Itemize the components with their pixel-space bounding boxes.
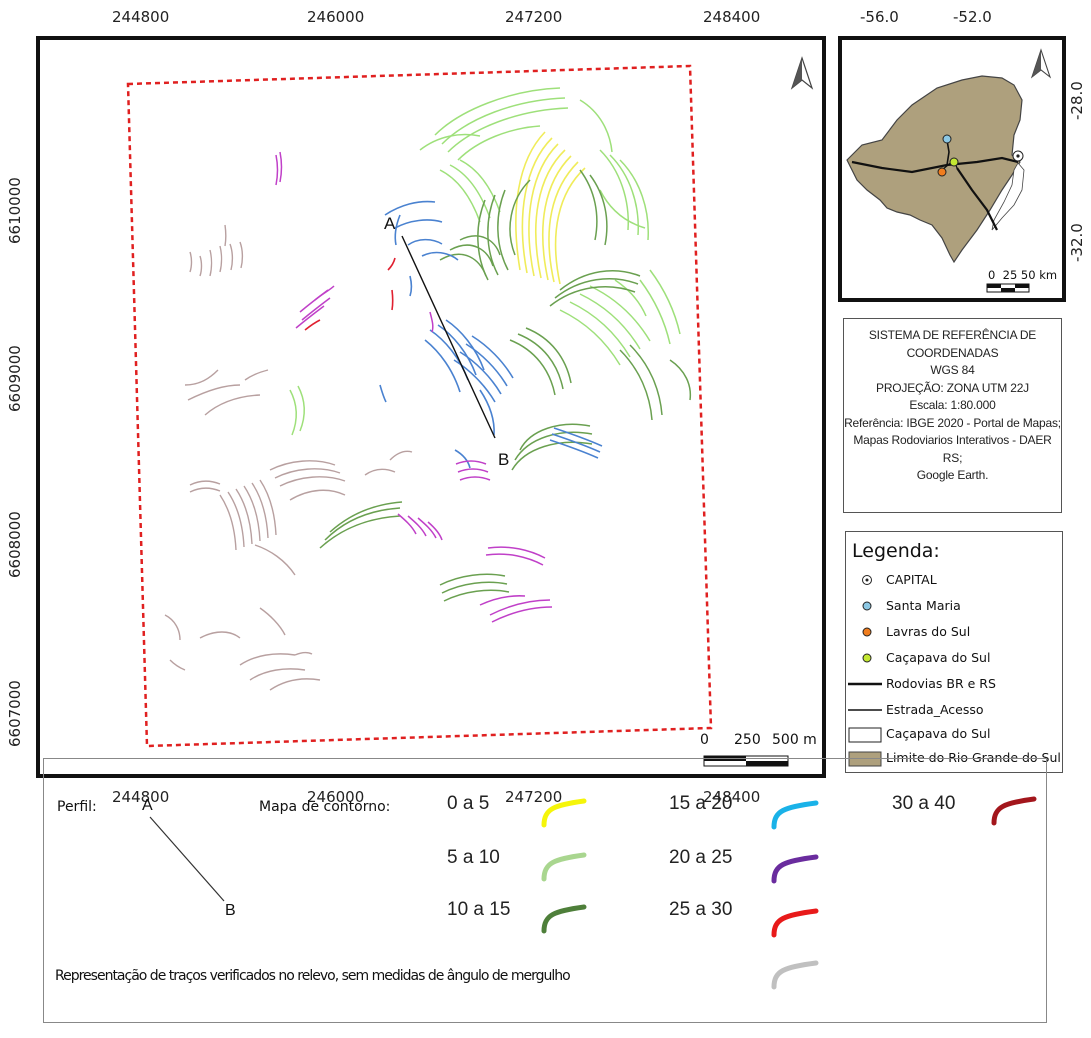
reference-line: COORDENADAS: [906, 345, 999, 360]
scale-label-250: 250: [734, 732, 761, 748]
legend-label: Caçapava do Sul: [886, 726, 991, 741]
fill-box-icon: [848, 751, 882, 767]
legend-label: Lavras do Sul: [886, 624, 971, 639]
swatch-15-20: [771, 800, 819, 830]
yellow-traces: [515, 131, 586, 285]
brown-traces: [164, 224, 413, 691]
state-outline: [846, 75, 1023, 264]
profile-line-symbol: [149, 816, 225, 902]
x-tick-bottom-4: 248400: [703, 788, 761, 806]
reference-line: Escala: 1:80.000: [909, 398, 996, 412]
highway-south: [956, 167, 998, 231]
profile-label-a: A: [384, 214, 396, 233]
x-tick-top-2: 246000: [307, 8, 365, 26]
lagoa-dos-patos: [991, 162, 1025, 231]
contour-map-label: Mapa de contorno:: [259, 799, 391, 815]
y-tick-3: 6608000: [6, 511, 24, 578]
dark-green-traces: [319, 169, 692, 602]
range-label-5-10: 5 a 10: [447, 847, 500, 868]
y-tick-1: 6610000: [6, 177, 24, 244]
reference-line: SISTEMA DE REFERÊNCIA DE: [868, 328, 1037, 342]
swatch-20-25: [771, 854, 819, 884]
x-tick-bottom-2: 246000: [307, 788, 365, 806]
inset-x-tick-2: -52.0: [953, 8, 992, 26]
profile-line: [401, 235, 496, 439]
inset-scale-bar: [986, 283, 1030, 293]
cacapava-dot-icon: [862, 653, 872, 663]
inset-scale-label: 0 25 50 km: [988, 268, 1058, 282]
contour-legend-box: Perfil: A B Mapa de contorno: 0 a 5 5 a …: [43, 758, 1047, 1023]
scale-label-0: 0: [700, 732, 709, 748]
x-tick-top-4: 248400: [703, 8, 761, 26]
north-arrow-icon: [1030, 48, 1052, 79]
outline-box-icon: [848, 727, 882, 743]
scale-label-500: 500 m: [772, 732, 817, 748]
unmeasured-traces-label: Representação de traços verificados no r…: [55, 968, 571, 984]
inset-map-frame: 0 25 50 km: [838, 36, 1066, 302]
y-tick-2: 6609000: [6, 345, 24, 412]
perfil-label: Perfil:: [57, 799, 97, 815]
swatch-30-40: [991, 796, 1037, 826]
contour-swatches: [541, 796, 1037, 990]
x-tick-bottom-3: 247200: [505, 788, 563, 806]
reference-line: PROJEÇÃO: ZONA UTM 22J: [876, 380, 1029, 395]
inset-y-tick-1: -28.0: [1068, 81, 1086, 120]
inset-map-canvas: [846, 48, 1052, 293]
perfil-b-label: B: [225, 902, 236, 919]
santa-maria-dot-icon: [862, 601, 872, 611]
reference-line: Google Earth.: [916, 468, 989, 482]
perfil-a-label: A: [142, 797, 153, 814]
swatch-25-30: [771, 908, 819, 938]
thick-line-icon: [848, 682, 882, 686]
legend-title: Legenda:: [852, 540, 940, 562]
blue-traces: [379, 200, 603, 469]
swatch-0-5: [541, 798, 587, 828]
range-label-0-5: 0 a 5: [447, 793, 490, 814]
study-area-boundary: [126, 64, 713, 748]
legend-label: Estrada_Acesso: [886, 702, 984, 717]
santa-maria-marker: [942, 134, 952, 144]
legend-label: CAPITAL: [886, 572, 937, 587]
inset-x-tick-1: -56.0: [860, 8, 899, 26]
thin-line-icon: [848, 709, 882, 711]
swatch-5-10: [541, 852, 587, 882]
capital-icon: [862, 575, 872, 585]
lavras-marker: [937, 167, 947, 177]
reference-box: SISTEMA DE REFERÊNCIA DE COORDENADAS WGS…: [843, 318, 1062, 513]
profile-label-b: B: [498, 450, 510, 469]
light-green-traces: [289, 87, 681, 436]
x-tick-top-3: 247200: [505, 8, 563, 26]
x-tick-top-1: 244800: [112, 8, 170, 26]
magenta-traces: [275, 151, 553, 623]
reference-line: RS;: [942, 450, 963, 465]
reference-line: WGS 84: [930, 363, 975, 377]
highway-north: [946, 139, 950, 166]
swatch-unmeasured: [771, 960, 819, 990]
swatch-10-15: [541, 904, 587, 934]
reference-line: Referência: IBGE 2020 - Portal de Mapas;: [844, 415, 1061, 430]
range-label-25-30: 25 a 30: [669, 899, 733, 920]
legend-label: Caçapava do Sul: [886, 650, 991, 665]
legend-box: Legenda: CAPITAL Santa Maria Lavras do S…: [845, 531, 1063, 773]
legend-label: Santa Maria: [886, 598, 961, 613]
x-tick-bottom-1: 244800: [112, 788, 170, 806]
capital-icon: [1012, 150, 1024, 162]
y-tick-4: 6607000: [6, 680, 24, 747]
main-map-canvas: [126, 56, 814, 767]
range-label-30-40: 30 a 40: [892, 793, 956, 814]
inset-y-tick-2: -32.0: [1068, 223, 1086, 262]
red-traces: [304, 257, 396, 331]
main-map-frame: A B 0 250 500 m: [36, 36, 826, 778]
range-label-20-25: 20 a 25: [669, 847, 733, 868]
reference-line: Mapas Rodoviarios Interativos - DAER: [853, 433, 1052, 447]
north-arrow-icon: [790, 56, 814, 90]
legend-label: Rodovias BR e RS: [886, 676, 996, 691]
lavras-dot-icon: [862, 627, 872, 637]
range-label-10-15: 10 a 15: [447, 899, 511, 920]
cacapava-marker: [949, 157, 959, 167]
range-label-15-20: 15 a 20: [669, 793, 733, 814]
legend-label: Limite do Rio Grande do Sul: [886, 750, 1061, 765]
